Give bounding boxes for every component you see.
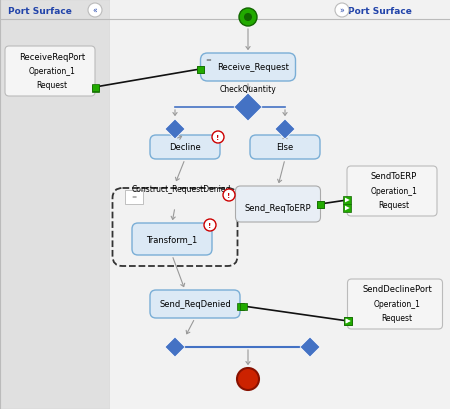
Bar: [239, 303, 247, 310]
Text: SendDeclinePort: SendDeclinePort: [362, 285, 432, 294]
Bar: [91, 85, 99, 92]
Text: »: »: [340, 7, 344, 16]
Text: =: =: [131, 195, 137, 200]
Text: Request: Request: [382, 313, 413, 322]
Polygon shape: [165, 337, 185, 357]
FancyBboxPatch shape: [347, 279, 442, 329]
Text: Port Surface: Port Surface: [8, 7, 72, 16]
Polygon shape: [234, 94, 262, 122]
FancyBboxPatch shape: [150, 290, 240, 318]
Circle shape: [212, 132, 224, 144]
Circle shape: [335, 4, 349, 18]
Circle shape: [204, 220, 216, 231]
Polygon shape: [275, 120, 295, 139]
Text: ReceiveReqPort: ReceiveReqPort: [19, 52, 85, 61]
Polygon shape: [345, 198, 350, 203]
FancyBboxPatch shape: [150, 136, 220, 160]
Bar: [125, 191, 143, 204]
Text: «: «: [93, 7, 97, 16]
Bar: [340, 0, 450, 409]
Circle shape: [88, 4, 102, 18]
Bar: [197, 66, 204, 73]
Bar: [237, 303, 243, 310]
Text: Construct_RequestDenied: Construct_RequestDenied: [131, 185, 231, 194]
Circle shape: [223, 189, 235, 202]
FancyBboxPatch shape: [201, 54, 296, 82]
Text: Receive_Request: Receive_Request: [217, 63, 289, 72]
Text: CheckQuantity: CheckQuantity: [220, 84, 276, 93]
Polygon shape: [346, 319, 350, 324]
Text: Decline: Decline: [169, 143, 201, 152]
Text: !: !: [208, 223, 212, 229]
Bar: [343, 317, 351, 325]
Text: SendToERP: SendToERP: [371, 172, 417, 181]
Polygon shape: [346, 319, 351, 324]
Text: Else: Else: [276, 143, 293, 152]
Circle shape: [239, 9, 257, 27]
FancyBboxPatch shape: [5, 47, 95, 97]
FancyBboxPatch shape: [250, 136, 320, 160]
Bar: [343, 204, 351, 213]
Text: Send_ReqDenied: Send_ReqDenied: [159, 300, 231, 309]
Text: Request: Request: [378, 200, 410, 209]
FancyBboxPatch shape: [347, 166, 437, 216]
Bar: [317, 201, 324, 208]
Text: Request: Request: [36, 81, 68, 90]
FancyBboxPatch shape: [132, 223, 212, 255]
Bar: [343, 196, 351, 204]
Polygon shape: [300, 337, 320, 357]
Bar: [197, 66, 203, 73]
Text: !: !: [227, 193, 231, 199]
Text: !: !: [216, 135, 220, 141]
Bar: [316, 201, 324, 208]
Bar: [0, 0, 110, 409]
FancyBboxPatch shape: [235, 187, 320, 222]
Circle shape: [237, 368, 259, 390]
Text: Operation_1: Operation_1: [28, 67, 76, 76]
Text: Send_ReqToERP: Send_ReqToERP: [245, 204, 311, 213]
Bar: [344, 317, 352, 325]
Polygon shape: [345, 206, 350, 211]
Circle shape: [244, 14, 252, 22]
Text: Operation_1: Operation_1: [374, 299, 420, 308]
Text: =: =: [206, 57, 212, 63]
Text: Port Surface: Port Surface: [348, 7, 412, 16]
Polygon shape: [165, 120, 185, 139]
Text: Transform_1: Transform_1: [146, 235, 198, 244]
Text: Operation_1: Operation_1: [370, 187, 418, 196]
Bar: [91, 84, 99, 91]
